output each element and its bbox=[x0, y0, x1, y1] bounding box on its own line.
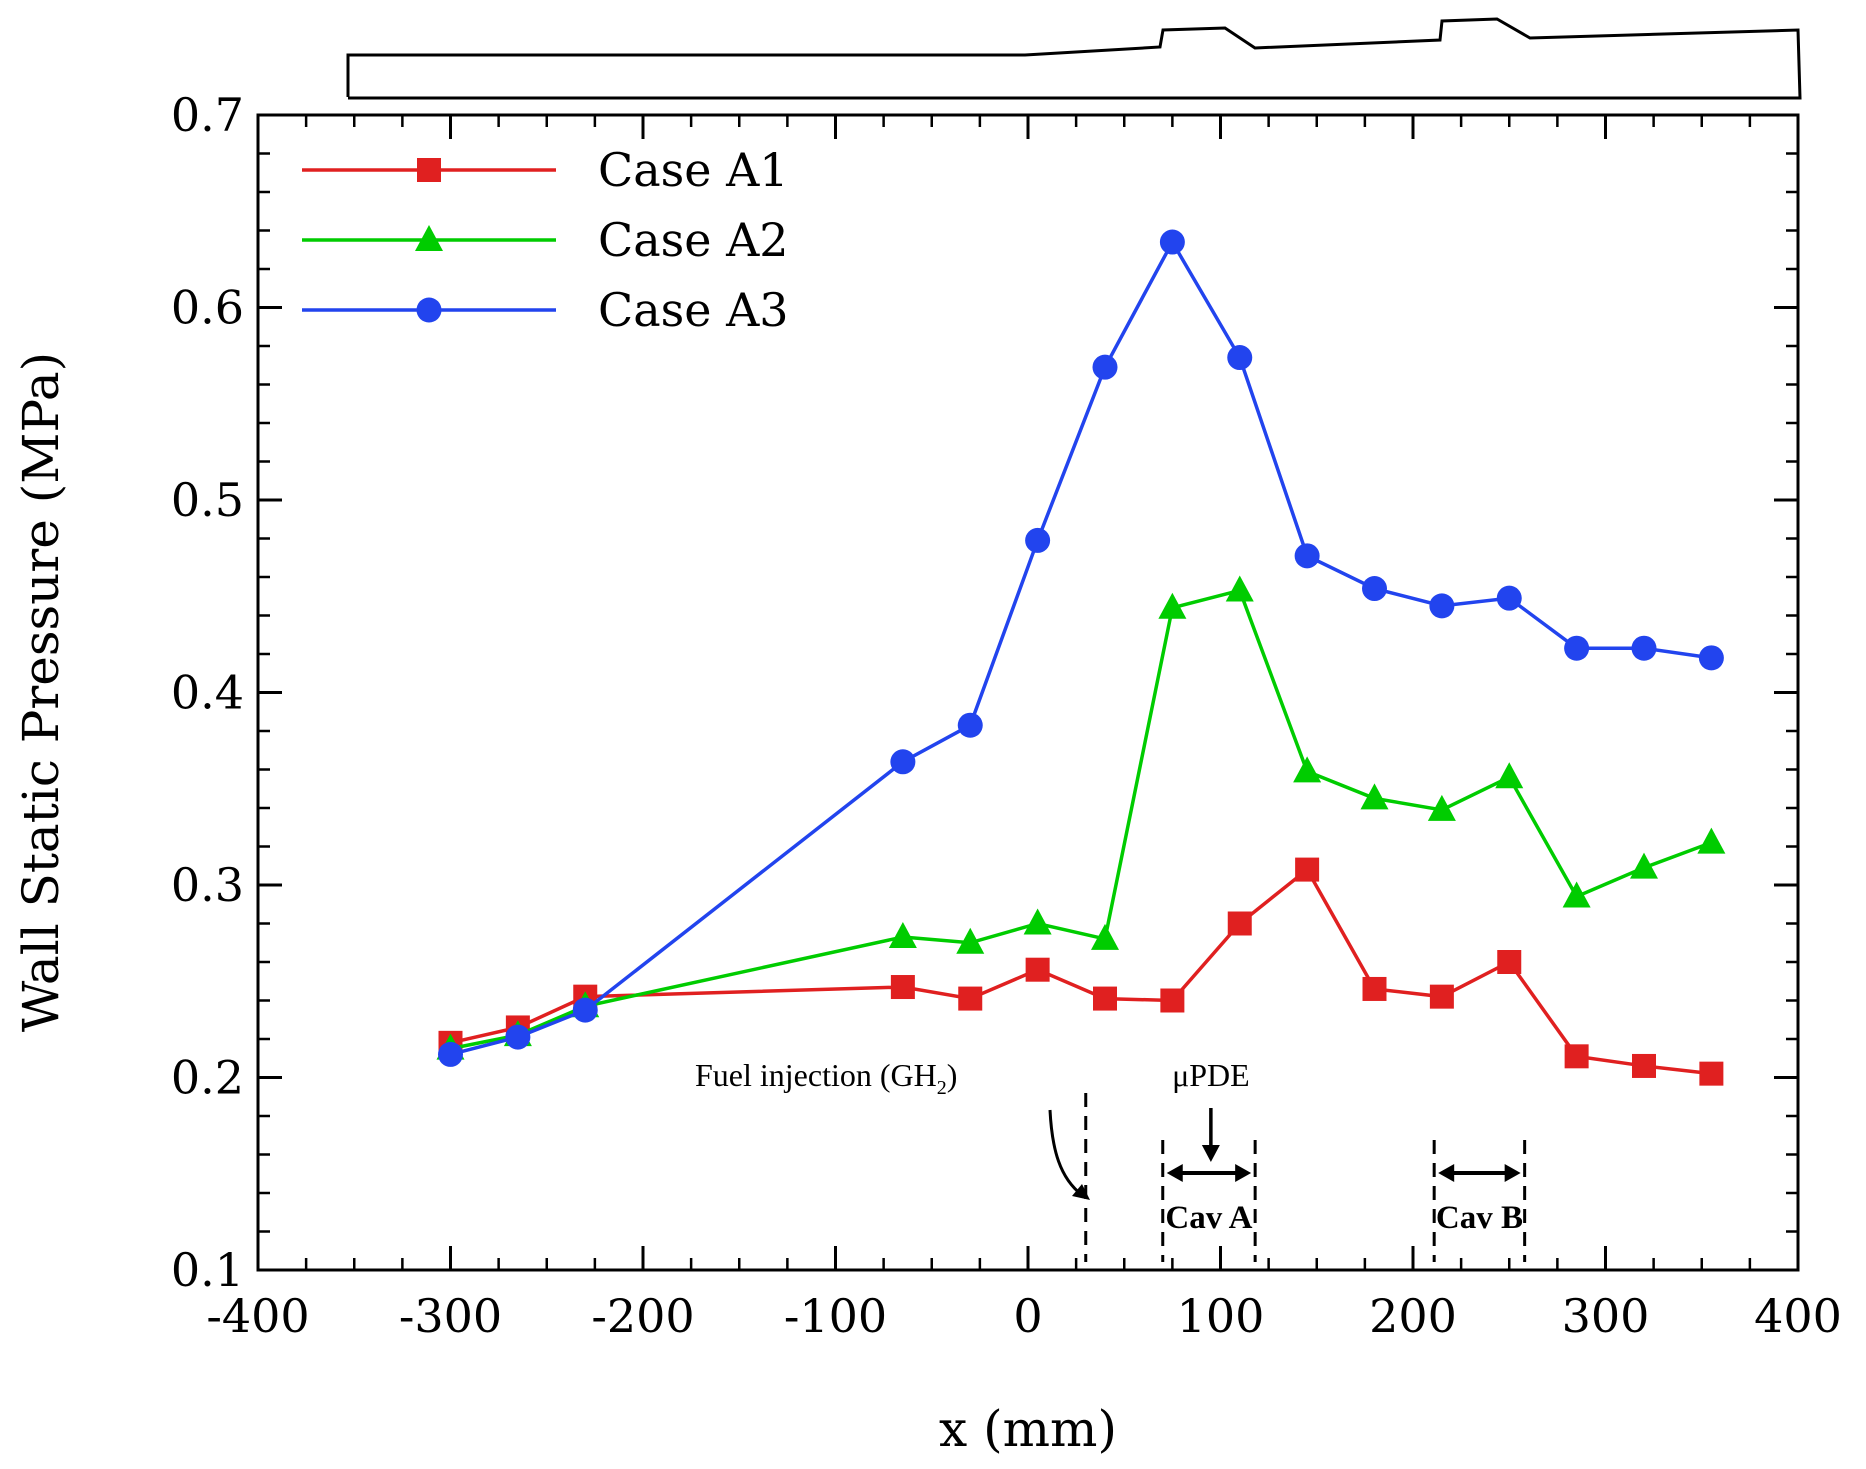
data-point-case-a2 bbox=[1697, 827, 1726, 854]
data-point-case-a3 bbox=[572, 997, 598, 1023]
x-tick-label: 300 bbox=[1562, 1289, 1650, 1343]
data-point-case-a3 bbox=[1294, 543, 1320, 569]
y-tick-label: 0.1 bbox=[171, 1243, 244, 1297]
legend-label-case-a1: Case A1 bbox=[598, 143, 789, 197]
combustor-outline bbox=[346, 17, 1802, 100]
x-tick-label: -300 bbox=[399, 1289, 502, 1343]
axes: -400 -300 -200 -100 0 100 200 300 400 0.1 0.2 0.3 0.… bbox=[171, 88, 1842, 1343]
series-case-a1 bbox=[438, 857, 1724, 1086]
cav-a-arrowhead-right bbox=[1235, 1164, 1252, 1182]
cav-b-label: Cav B bbox=[1436, 1200, 1523, 1236]
data-point-case-a1 bbox=[890, 975, 915, 1000]
data-point-case-a2 bbox=[1293, 756, 1322, 783]
cav-a-label: Cav A bbox=[1165, 1200, 1252, 1236]
data-point-case-a3 bbox=[505, 1024, 531, 1050]
annotation-layer: Fuel injection (GH2) μPDE Cav A Cav B bbox=[695, 1057, 1527, 1262]
data-point-case-a2 bbox=[1158, 592, 1187, 619]
y-tick-label: 0.7 bbox=[171, 88, 244, 142]
legend-marker-case-a3 bbox=[416, 297, 442, 323]
data-point-case-a2 bbox=[956, 927, 985, 954]
y-axis-label: Wall Static Pressure (MPa) bbox=[12, 352, 70, 1032]
data-point-case-a1 bbox=[958, 986, 983, 1011]
x-axis-label: x (mm) bbox=[939, 1400, 1117, 1458]
data-point-case-a3 bbox=[1025, 527, 1051, 553]
cav-b-arrowhead-left bbox=[1438, 1164, 1455, 1182]
data-point-case-a2 bbox=[1427, 794, 1456, 821]
legend: Case A1 Case A2 Case A3 bbox=[302, 143, 789, 337]
data-point-case-a2 bbox=[1225, 575, 1254, 602]
legend-marker-case-a2 bbox=[415, 225, 443, 251]
x-tick-label: 100 bbox=[1177, 1289, 1265, 1343]
data-point-case-a3 bbox=[1496, 585, 1522, 611]
series-layer bbox=[436, 229, 1726, 1086]
x-tick-label: -200 bbox=[591, 1289, 694, 1343]
y-tick-label: 0.6 bbox=[171, 281, 244, 335]
legend-label-case-a2: Case A2 bbox=[598, 213, 789, 267]
cav-b-arrowhead-right bbox=[1504, 1164, 1521, 1182]
plot-frame bbox=[256, 113, 1800, 1272]
x-tick-label: 400 bbox=[1754, 1289, 1842, 1343]
updE-arrowhead bbox=[1201, 1145, 1220, 1162]
y-tick-label: 0.4 bbox=[171, 666, 244, 720]
data-point-case-a2 bbox=[1495, 762, 1524, 789]
data-point-case-a3 bbox=[1564, 635, 1590, 661]
series-line-case-a3 bbox=[450, 238, 1712, 1057]
data-point-case-a3 bbox=[1092, 354, 1118, 380]
data-point-case-a3 bbox=[1159, 229, 1185, 255]
cav-a-marker bbox=[1161, 1140, 1257, 1262]
legend-label-case-a3: Case A3 bbox=[598, 283, 789, 337]
data-point-case-a1 bbox=[1295, 857, 1320, 882]
data-point-case-a3 bbox=[1429, 593, 1455, 619]
data-point-case-a1 bbox=[1429, 984, 1454, 1009]
data-point-case-a1 bbox=[1025, 957, 1050, 982]
cav-a-arrowhead-left bbox=[1166, 1164, 1183, 1182]
series-line-case-a1 bbox=[450, 866, 1712, 1076]
data-point-case-a2 bbox=[1562, 881, 1591, 908]
data-point-case-a2 bbox=[1630, 852, 1658, 879]
data-point-case-a3 bbox=[890, 749, 916, 775]
data-point-case-a2 bbox=[1091, 923, 1119, 950]
data-point-case-a1 bbox=[1564, 1044, 1589, 1069]
cav-b-marker bbox=[1432, 1140, 1527, 1262]
updE-label: μPDE bbox=[1172, 1057, 1250, 1093]
data-point-case-a1 bbox=[1362, 976, 1387, 1001]
y-tick-label: 0.3 bbox=[171, 858, 244, 912]
data-point-case-a2 bbox=[888, 921, 917, 948]
fuel-injection-label: Fuel injection (GH2) bbox=[695, 1057, 957, 1099]
data-point-case-a1 bbox=[1497, 950, 1522, 974]
x-tick-label: 200 bbox=[1369, 1289, 1457, 1343]
x-tick-label: -100 bbox=[784, 1289, 887, 1343]
data-point-case-a3 bbox=[1227, 345, 1253, 371]
data-point-case-a1 bbox=[1227, 911, 1252, 936]
x-tick-label: 0 bbox=[1013, 1289, 1042, 1343]
y-tick-label: 0.5 bbox=[171, 473, 244, 527]
data-point-case-a1 bbox=[1699, 1061, 1724, 1086]
fuel-injection-arrow bbox=[1048, 1109, 1083, 1197]
data-point-case-a1 bbox=[1093, 986, 1117, 1011]
data-point-case-a2 bbox=[1360, 783, 1389, 810]
data-point-case-a1 bbox=[1632, 1053, 1656, 1078]
data-point-case-a3 bbox=[1362, 576, 1387, 602]
data-point-case-a3 bbox=[1631, 635, 1657, 661]
data-point-case-a1 bbox=[1160, 988, 1185, 1013]
data-point-case-a2 bbox=[1023, 908, 1052, 935]
x-tick-label: -400 bbox=[206, 1289, 309, 1343]
data-point-case-a3 bbox=[438, 1041, 463, 1067]
data-point-case-a3 bbox=[957, 712, 983, 738]
series-line-case-a2 bbox=[450, 588, 1712, 1051]
data-point-case-a3 bbox=[1698, 645, 1724, 671]
series-case-a3 bbox=[438, 229, 1724, 1067]
y-tick-label: 0.2 bbox=[171, 1051, 244, 1105]
legend-marker-case-a1 bbox=[417, 158, 441, 182]
